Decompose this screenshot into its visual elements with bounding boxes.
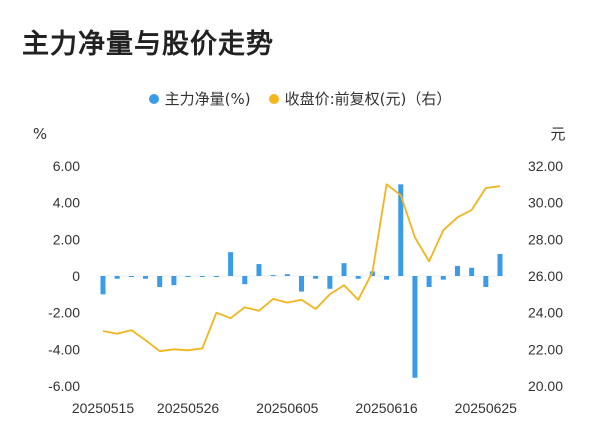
x-tick-label: 20250625 [455, 400, 518, 416]
y-right-tick-label: 32.00 [528, 158, 563, 174]
net-volume-bar [384, 276, 390, 280]
net-volume-bar [426, 276, 432, 287]
net-volume-bar [497, 254, 503, 276]
y-left-tick-label: 6.00 [53, 158, 80, 174]
y-left-tick-label: -6.00 [48, 378, 80, 394]
y-left-tick-label: -4.00 [48, 341, 80, 357]
x-tick-label: 20250515 [72, 400, 135, 416]
net-volume-bar [454, 265, 460, 276]
legend-item-close-price[interactable]: 收盘价:前复权(元)（右） [268, 88, 452, 109]
close-price-line [102, 183, 501, 353]
net-volume-bar [256, 264, 262, 276]
net-volume-bar [228, 252, 234, 276]
net-volume-bar [270, 275, 276, 277]
net-volume-bar [483, 276, 489, 287]
y-right-tick-label: 22.00 [528, 341, 563, 357]
x-tick-label: 20250605 [256, 400, 319, 416]
net-volume-bar [185, 276, 191, 277]
net-volume-bar [398, 184, 404, 276]
net-volume-bar [157, 276, 163, 287]
net-volume-bar [313, 276, 319, 279]
legend-label-close-price: 收盘价:前复权(元)（右） [284, 90, 452, 108]
net-volume-bar [440, 276, 446, 280]
net-volume-bar [100, 276, 106, 295]
x-tick-label: 20250616 [355, 400, 418, 416]
net-volume-bar [114, 276, 120, 279]
y-right-tick-label: 24.00 [528, 305, 563, 321]
legend-dot-close-price [268, 93, 279, 104]
net-volume-bar [213, 276, 219, 277]
net-volume-bar [355, 276, 361, 279]
net-volume-bar [284, 274, 290, 276]
chart-legend: 主力净量(%) 收盘价:前复权(元)（右） [0, 88, 600, 109]
net-volume-bar [242, 276, 248, 285]
net-volume-bar [299, 276, 304, 292]
net-volume-bar [199, 276, 205, 277]
y-right-tick-label: 26.00 [528, 268, 563, 284]
y-right-tick-label: 20.00 [528, 378, 563, 394]
left-axis-unit: % [33, 125, 47, 143]
y-left-tick-label: 0 [72, 268, 80, 284]
y-right-tick-label: 30.00 [528, 195, 563, 211]
legend-label-net-volume: 主力净量(%) [164, 90, 251, 108]
net-volume-bar [469, 267, 475, 276]
net-volume-bar [412, 276, 418, 378]
legend-item-net-volume[interactable]: 主力净量(%) [148, 88, 251, 109]
net-volume-bar [128, 276, 134, 277]
right-axis-unit: 元 [550, 125, 565, 143]
net-volume-bar [143, 276, 149, 279]
y-left-tick-label: -2.00 [48, 305, 80, 321]
y-left-tick-label: 4.00 [53, 195, 80, 211]
net-volume-bar [341, 263, 347, 276]
legend-dot-net-volume [148, 93, 159, 104]
y-right-tick-label: 28.00 [528, 231, 563, 247]
x-tick-label: 20250526 [157, 400, 220, 416]
net-volume-bar [327, 276, 333, 289]
y-left-tick-label: 2.00 [53, 231, 80, 247]
chart-title: 主力净量与股价走势 [22, 29, 274, 60]
net-volume-bar [171, 276, 177, 286]
